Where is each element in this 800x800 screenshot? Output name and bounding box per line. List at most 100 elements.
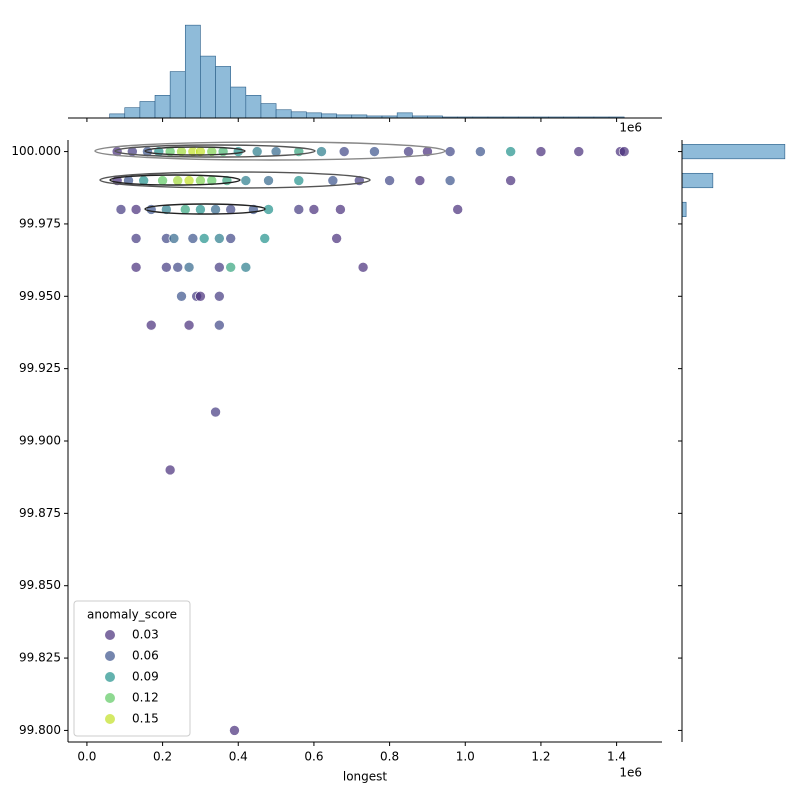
- legend-label: 0.09: [132, 670, 159, 684]
- hist-bar: [154, 95, 171, 119]
- point: [327, 175, 339, 186]
- kde-contour: [144, 146, 246, 156]
- point: [183, 175, 195, 186]
- legend-label: 0.12: [132, 691, 159, 705]
- legend-label: 0.15: [132, 712, 159, 726]
- point: [115, 204, 127, 215]
- point: [210, 406, 221, 418]
- legend-label: 0.06: [132, 649, 159, 663]
- point: [357, 262, 369, 273]
- hist-bar: [681, 144, 786, 160]
- y-tick-label: 99.800: [19, 723, 61, 737]
- point: [187, 233, 199, 244]
- point: [251, 146, 263, 157]
- point: [176, 290, 187, 302]
- point: [316, 146, 327, 157]
- y-tick-label: 99.950: [19, 289, 61, 303]
- hist-bar: [124, 107, 141, 119]
- point: [263, 175, 274, 186]
- point: [331, 233, 342, 244]
- hist-bar: [215, 66, 231, 119]
- point: [505, 175, 516, 186]
- hist-bar: [306, 112, 322, 119]
- point: [130, 262, 142, 273]
- point: [225, 233, 236, 244]
- point: [195, 204, 206, 215]
- x-tick-label: 0.0: [77, 750, 96, 764]
- hist-bar: [109, 113, 126, 119]
- legend-marker: [105, 693, 115, 703]
- y-tick-label: 99.975: [19, 216, 61, 230]
- x-offset-label: 1e6: [619, 121, 642, 135]
- point: [535, 146, 547, 157]
- point: [168, 233, 180, 244]
- hist-bar: [681, 172, 714, 189]
- y-tick-label: 100.000: [11, 144, 61, 158]
- x-axis-label: longest: [343, 770, 388, 784]
- kde-contour: [114, 144, 316, 158]
- point: [214, 262, 225, 273]
- legend-title: anomaly_score: [87, 608, 177, 622]
- point: [452, 204, 463, 215]
- point: [573, 146, 585, 157]
- point: [384, 175, 395, 186]
- legend-marker: [105, 714, 115, 724]
- point: [505, 146, 516, 157]
- x-tick-label: 1.2: [531, 750, 550, 764]
- legend-marker: [105, 630, 115, 640]
- kde-contours: [94, 141, 446, 215]
- point: [259, 233, 271, 244]
- point: [403, 146, 414, 157]
- hist-bar: [230, 86, 247, 119]
- kde-contour: [99, 171, 371, 189]
- hist-bar: [169, 71, 186, 119]
- point: [214, 233, 225, 244]
- legend-box: [73, 600, 191, 737]
- hist-bar: [184, 24, 201, 119]
- point: [210, 204, 221, 215]
- y-tick-label: 99.925: [19, 361, 61, 375]
- point: [444, 175, 456, 186]
- point: [308, 204, 320, 215]
- point: [293, 175, 305, 186]
- hist-bar: [139, 101, 156, 119]
- legend-marker: [105, 651, 115, 661]
- point: [195, 290, 206, 302]
- hist-bar: [290, 111, 307, 119]
- point: [183, 262, 195, 273]
- point: [214, 319, 225, 331]
- point: [157, 175, 168, 186]
- hist-bar: [245, 95, 262, 119]
- hist-bar: [396, 112, 413, 119]
- point: [161, 262, 172, 273]
- point: [414, 175, 426, 186]
- point: [475, 146, 486, 157]
- hist-bar: [681, 201, 687, 217]
- hist-bar: [260, 103, 277, 119]
- legend-marker: [105, 672, 115, 682]
- y-tick-label: 99.850: [19, 578, 61, 592]
- y-tick-label: 99.875: [19, 506, 61, 520]
- x-tick-label: 0.2: [153, 750, 172, 764]
- point: [214, 290, 225, 302]
- y-tick-label: 99.900: [19, 434, 61, 448]
- point: [172, 175, 184, 186]
- point: [164, 464, 176, 476]
- point: [618, 146, 630, 157]
- point: [369, 146, 380, 157]
- point: [335, 204, 346, 215]
- point: [183, 319, 195, 331]
- legend-label: 0.03: [132, 628, 159, 642]
- hist-bar: [200, 55, 216, 119]
- point: [263, 204, 274, 215]
- x-tick-label: 0.8: [380, 750, 399, 764]
- x-tick-label: 0.4: [229, 750, 248, 764]
- point: [145, 319, 157, 331]
- kde-contour: [109, 174, 241, 186]
- kde-contour: [94, 141, 446, 161]
- point: [293, 204, 305, 215]
- point: [444, 146, 456, 157]
- point: [198, 233, 210, 244]
- point: [240, 262, 252, 273]
